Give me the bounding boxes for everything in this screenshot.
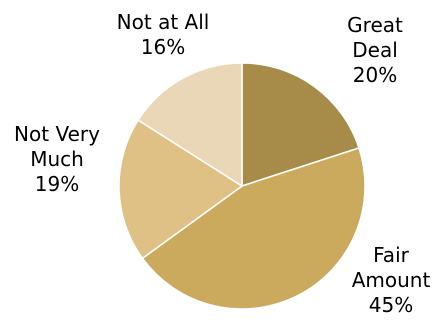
data-label-category: Deal	[352, 38, 398, 62]
data-label-great-deal: Great Deal 20%	[347, 13, 403, 87]
data-label-percent: 45%	[369, 293, 413, 317]
data-label-fair-amount: Fair Amount 45%	[352, 243, 431, 317]
data-label-not-at-all: Not at All 16%	[117, 10, 210, 59]
data-label-percent: 16%	[141, 35, 185, 59]
pie-slice-not-at-all	[137, 62, 243, 188]
pie-slice-fair-amount	[141, 147, 366, 310]
data-label-category: Much	[30, 147, 84, 171]
data-label-category: Fair	[373, 243, 409, 267]
data-label-not-very-much: Not Very Much 19%	[14, 122, 100, 196]
data-label-percent: 19%	[35, 172, 79, 196]
data-label-percent: 20%	[353, 63, 397, 87]
data-label-category: Not at All	[117, 10, 210, 34]
pie-slice-great-deal	[241, 62, 360, 188]
data-label-category: Not Very	[14, 122, 100, 146]
slices-layer	[118, 62, 366, 310]
labels-layer: Great Deal 20% Fair Amount 45% Not Very Much 19%…	[14, 10, 430, 317]
pie-slice-not-very-much	[118, 119, 244, 260]
data-label-category: Great	[347, 13, 403, 37]
data-label-category: Amount	[352, 268, 431, 292]
